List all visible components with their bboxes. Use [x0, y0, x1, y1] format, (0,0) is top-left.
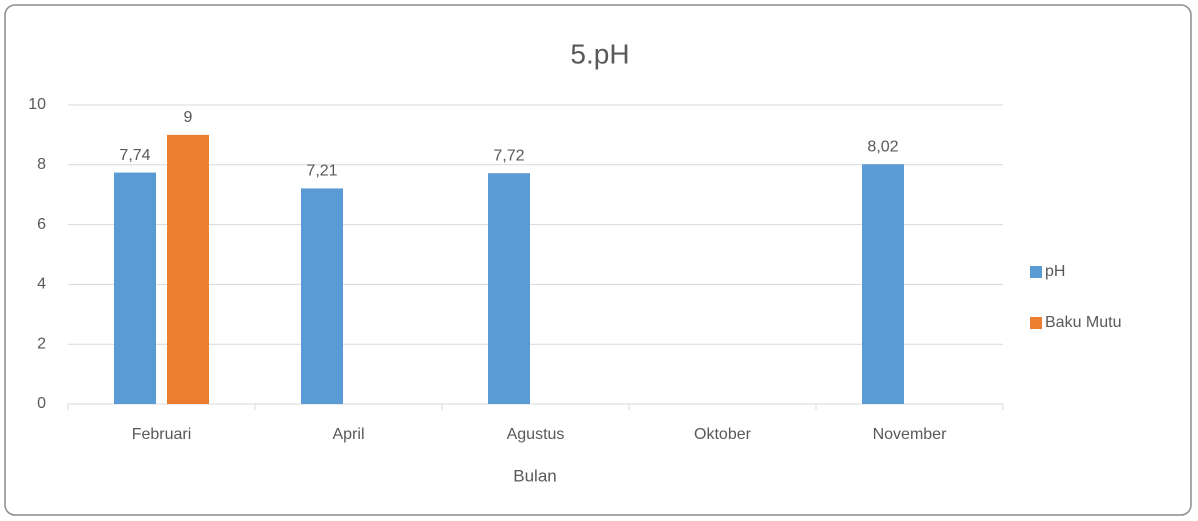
bar [167, 134, 209, 404]
data-label: 7,74 [119, 147, 150, 164]
legend-swatch [1030, 317, 1042, 329]
x-axis-title: Bulan [513, 466, 556, 485]
data-label: 7,21 [306, 163, 337, 180]
x-tick-label: Oktober [694, 426, 752, 443]
data-label: 9 [184, 109, 193, 126]
y-tick-label: 10 [28, 96, 46, 113]
legend-label: pH [1045, 263, 1065, 280]
data-label: 8,02 [867, 138, 898, 155]
x-tick-label: November [873, 426, 947, 443]
data-label: 7,72 [493, 147, 524, 164]
y-tick-label: 4 [37, 276, 46, 293]
y-tick-label: 8 [37, 156, 46, 173]
chart-title: 5.pH [570, 38, 629, 69]
x-tick-label: Agustus [507, 426, 565, 443]
bar [488, 173, 530, 404]
legend-label: Baku Mutu [1045, 314, 1121, 331]
bar [862, 164, 904, 404]
y-tick-label: 0 [37, 395, 46, 412]
y-tick-label: 2 [37, 335, 46, 352]
legend-swatch [1030, 266, 1042, 278]
bar [301, 188, 343, 404]
bar [114, 172, 156, 404]
y-tick-label: 6 [37, 216, 46, 233]
x-tick-label: Februari [132, 426, 192, 443]
x-tick-label: April [332, 426, 364, 443]
